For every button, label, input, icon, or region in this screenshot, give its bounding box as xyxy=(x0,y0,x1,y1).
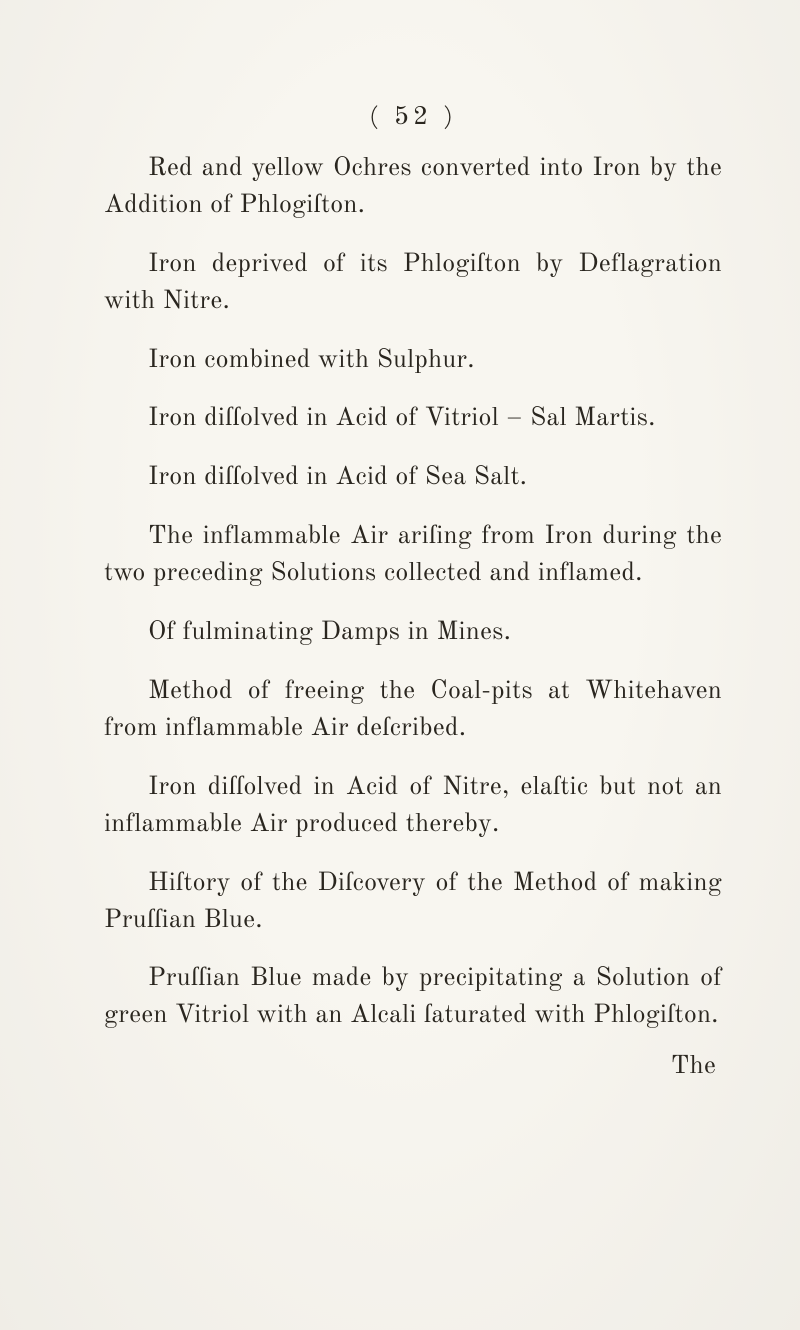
catchword: The xyxy=(104,1049,722,1086)
paragraph: Pruſſian Blue made by precipitating a So… xyxy=(104,961,722,1035)
paragraph: Iron combined with Sulphur. xyxy=(104,343,722,380)
paragraph: Method of freeing the Coal-pits at White… xyxy=(104,674,722,748)
paragraph: Red and yellow Ochres converted into Iro… xyxy=(104,151,722,225)
paragraph: The inflammable Air ariſing from Iron du… xyxy=(104,519,722,593)
paragraph: Hiſtory of the Diſcovery of the Method o… xyxy=(104,866,722,940)
paragraph: Of fulminating Damps in Mines. xyxy=(104,615,722,652)
paragraph: Iron diſſolved in Acid of Vitriol – Sal … xyxy=(104,401,722,438)
paragraph: Iron diſſolved in Acid of Nitre, elaſtic… xyxy=(104,770,722,844)
paragraph: Iron deprived of its Phlogiſton by Defla… xyxy=(104,247,722,321)
paragraph: Iron diſſolved in Acid of Sea Salt. xyxy=(104,460,722,497)
scanned-page: ( 52 ) Red and yellow Ochres converted i… xyxy=(0,0,800,1126)
page-number: ( 52 ) xyxy=(104,100,722,137)
